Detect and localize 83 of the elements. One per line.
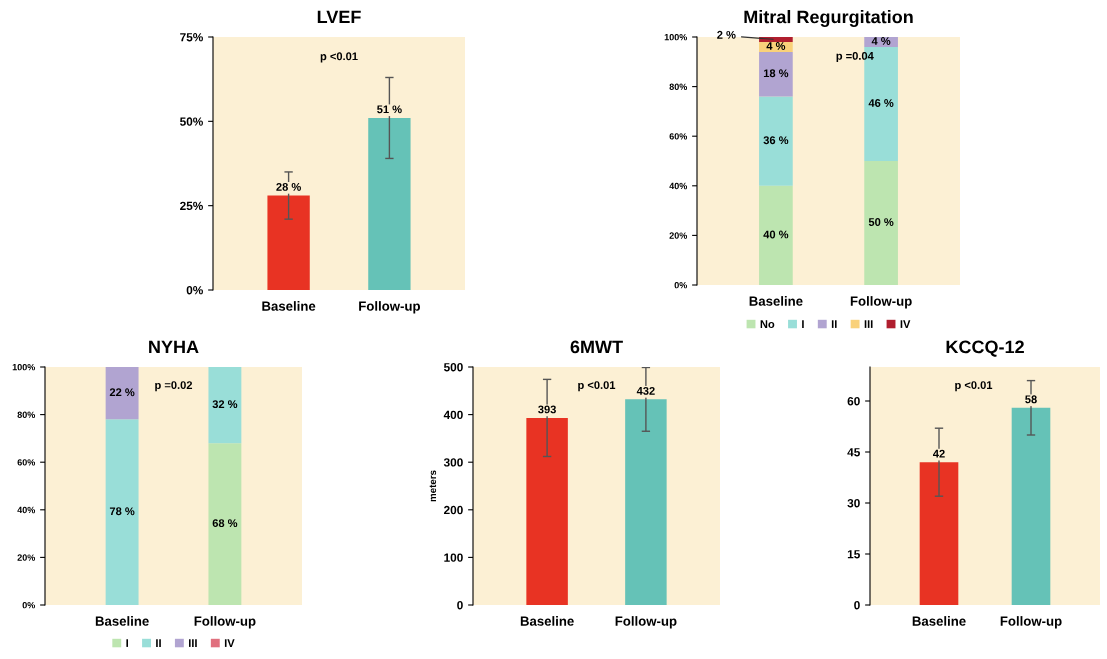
y-tick-label: 80%: [669, 83, 688, 90]
bar: [759, 185, 793, 285]
data-label: 432: [636, 386, 655, 395]
chart-title: 6MWT: [570, 340, 623, 354]
y-tick-label: 0%: [674, 281, 688, 289]
annotation: p =0.02: [155, 381, 193, 392]
legend-label: IV: [900, 320, 911, 328]
data-label: 36 %: [763, 136, 789, 145]
y-tick-label: 45: [847, 448, 860, 457]
x-tick-label: Baseline: [749, 296, 803, 306]
chart-title: Mitral Regurgitation: [744, 10, 913, 27]
data-label: 32 %: [212, 400, 238, 409]
legend-label: III: [188, 639, 197, 647]
data-label: 4 %: [766, 42, 786, 50]
chart-title: LVEF: [317, 10, 361, 24]
data-label: 18 %: [763, 69, 789, 78]
bar: [864, 161, 898, 285]
legend-label: II: [831, 320, 837, 328]
y-tick-label: 60: [847, 397, 860, 406]
y-tick-label: 0: [457, 601, 463, 610]
y-tick-label: 400: [443, 410, 463, 419]
legend-label: I: [126, 639, 128, 647]
annotation: p <0.01: [955, 381, 993, 392]
annotation: p <0.01: [578, 381, 616, 392]
y-tick-label: 100: [444, 553, 463, 562]
x-tick-label: Follow-up: [194, 616, 256, 629]
data-label: 4 %: [871, 37, 891, 45]
y-tick-label: 40%: [669, 182, 688, 190]
y-tick-label: 75%: [180, 33, 203, 42]
x-tick-label: Baseline: [912, 616, 966, 626]
annotation: p <0.01: [320, 52, 358, 63]
x-tick-label: Baseline: [520, 616, 574, 626]
bar: [105, 419, 139, 605]
y-tick-label: 60%: [669, 133, 688, 140]
x-tick-label: Baseline: [262, 301, 316, 311]
y-tick-label: 0%: [186, 286, 203, 295]
y-tick-label: 40%: [17, 506, 36, 514]
x-tick-label: Baseline: [95, 616, 149, 626]
bar: [105, 367, 139, 420]
data-label: 58: [1025, 395, 1037, 404]
legend-label: III: [864, 320, 873, 328]
x-tick-label: Follow-up: [615, 616, 677, 629]
chart-title: NYHA: [149, 340, 199, 354]
bar: [759, 96, 793, 186]
y-tick-label: 100%: [664, 33, 688, 41]
y-tick-label: 20%: [669, 232, 688, 239]
data-label: 50 %: [868, 218, 894, 226]
legend-label: II: [156, 639, 161, 647]
y-tick-label: 50%: [180, 117, 203, 126]
x-tick-label: Follow-up: [1000, 616, 1062, 629]
y-tick-label: 15: [847, 550, 860, 559]
legend-label: No: [760, 320, 775, 329]
x-tick-label: Follow-up: [359, 301, 421, 314]
bar: [208, 443, 242, 605]
y-tick-label: 30: [847, 499, 860, 508]
bar: [208, 367, 242, 444]
y-tick-label: 0: [854, 601, 860, 610]
data-label: 393: [538, 405, 556, 414]
data-label: 51 %: [377, 105, 402, 114]
data-label: 2 %: [717, 30, 736, 39]
legend-label: I: [802, 320, 804, 328]
data-label: 68 %: [212, 519, 238, 528]
y-tick-label: 300: [443, 458, 463, 467]
y-tick-label: 200: [443, 505, 463, 515]
y-tick-label: 500: [443, 363, 463, 372]
data-label: 40 %: [763, 230, 789, 239]
x-tick-label: Follow-up: [850, 296, 912, 309]
y-tick-label: 100%: [12, 363, 36, 371]
data-label: 78 %: [109, 507, 135, 516]
data-label: 42: [932, 449, 945, 458]
bar: [759, 51, 793, 97]
y-tick-label: 25%: [180, 201, 203, 211]
y-tick-label: 80%: [17, 411, 36, 418]
y-axis-title: meters: [429, 470, 437, 502]
data-label: 28 %: [276, 182, 301, 191]
annotation: p =0.04: [836, 51, 874, 63]
y-tick-label: 0%: [22, 601, 36, 609]
y-tick-label: 20%: [17, 554, 36, 561]
data-label: 22 %: [109, 388, 135, 397]
legend-label: IV: [224, 639, 235, 647]
data-label: 46 %: [868, 99, 894, 107]
y-tick-label: 60%: [17, 459, 36, 466]
chart-title: KCCQ-12: [946, 340, 1024, 357]
